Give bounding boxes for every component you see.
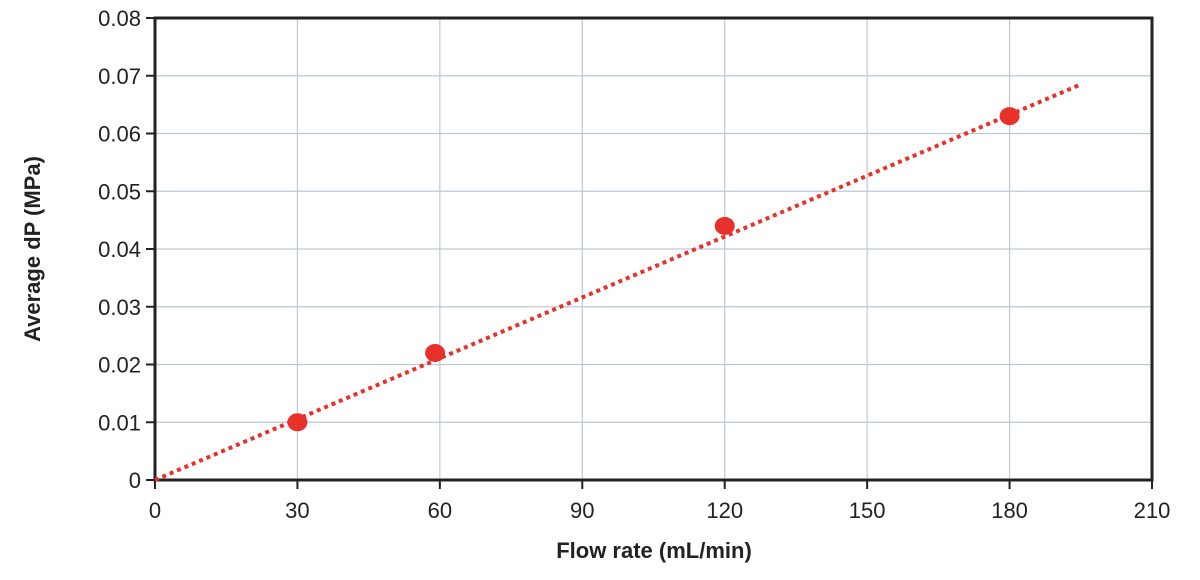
x-tick-label: 90 [570, 498, 594, 523]
y-tick-label: 0.03 [98, 295, 141, 320]
x-tick-label: 150 [849, 498, 886, 523]
y-tick-labels: 0 0.01 0.02 0.03 0.04 0.05 0.06 0.07 0.08 [98, 6, 141, 493]
y-tick-label: 0 [129, 468, 141, 493]
chart-axes [146, 16, 1154, 489]
x-tick-label: 30 [285, 498, 309, 523]
y-tick-label: 0.04 [98, 237, 141, 262]
x-tick-label: 120 [706, 498, 743, 523]
data-point [287, 413, 308, 432]
x-tick-label: 180 [991, 498, 1028, 523]
x-tick-label: 210 [1134, 498, 1171, 523]
data-point [425, 343, 446, 362]
y-tick-label: 0.06 [98, 122, 141, 147]
grid-lines [155, 18, 1152, 480]
y-tick-label: 0.01 [98, 410, 141, 435]
data-points [287, 107, 1020, 432]
y-tick-label: 0.07 [98, 64, 141, 89]
y-axis-title: Average dP (MPa) [20, 156, 45, 342]
x-tick-label: 60 [428, 498, 452, 523]
y-tick-label: 0.02 [98, 353, 141, 378]
y-tick-label: 0.05 [98, 179, 141, 204]
y-tick-label: 0.08 [98, 6, 141, 31]
data-point [999, 107, 1020, 126]
x-tick-label: 0 [149, 498, 161, 523]
x-axis-title: Flow rate (mL/min) [556, 538, 752, 563]
data-point [714, 216, 735, 235]
x-tick-labels: 0 30 60 90 120 150 180 210 [149, 498, 1170, 523]
